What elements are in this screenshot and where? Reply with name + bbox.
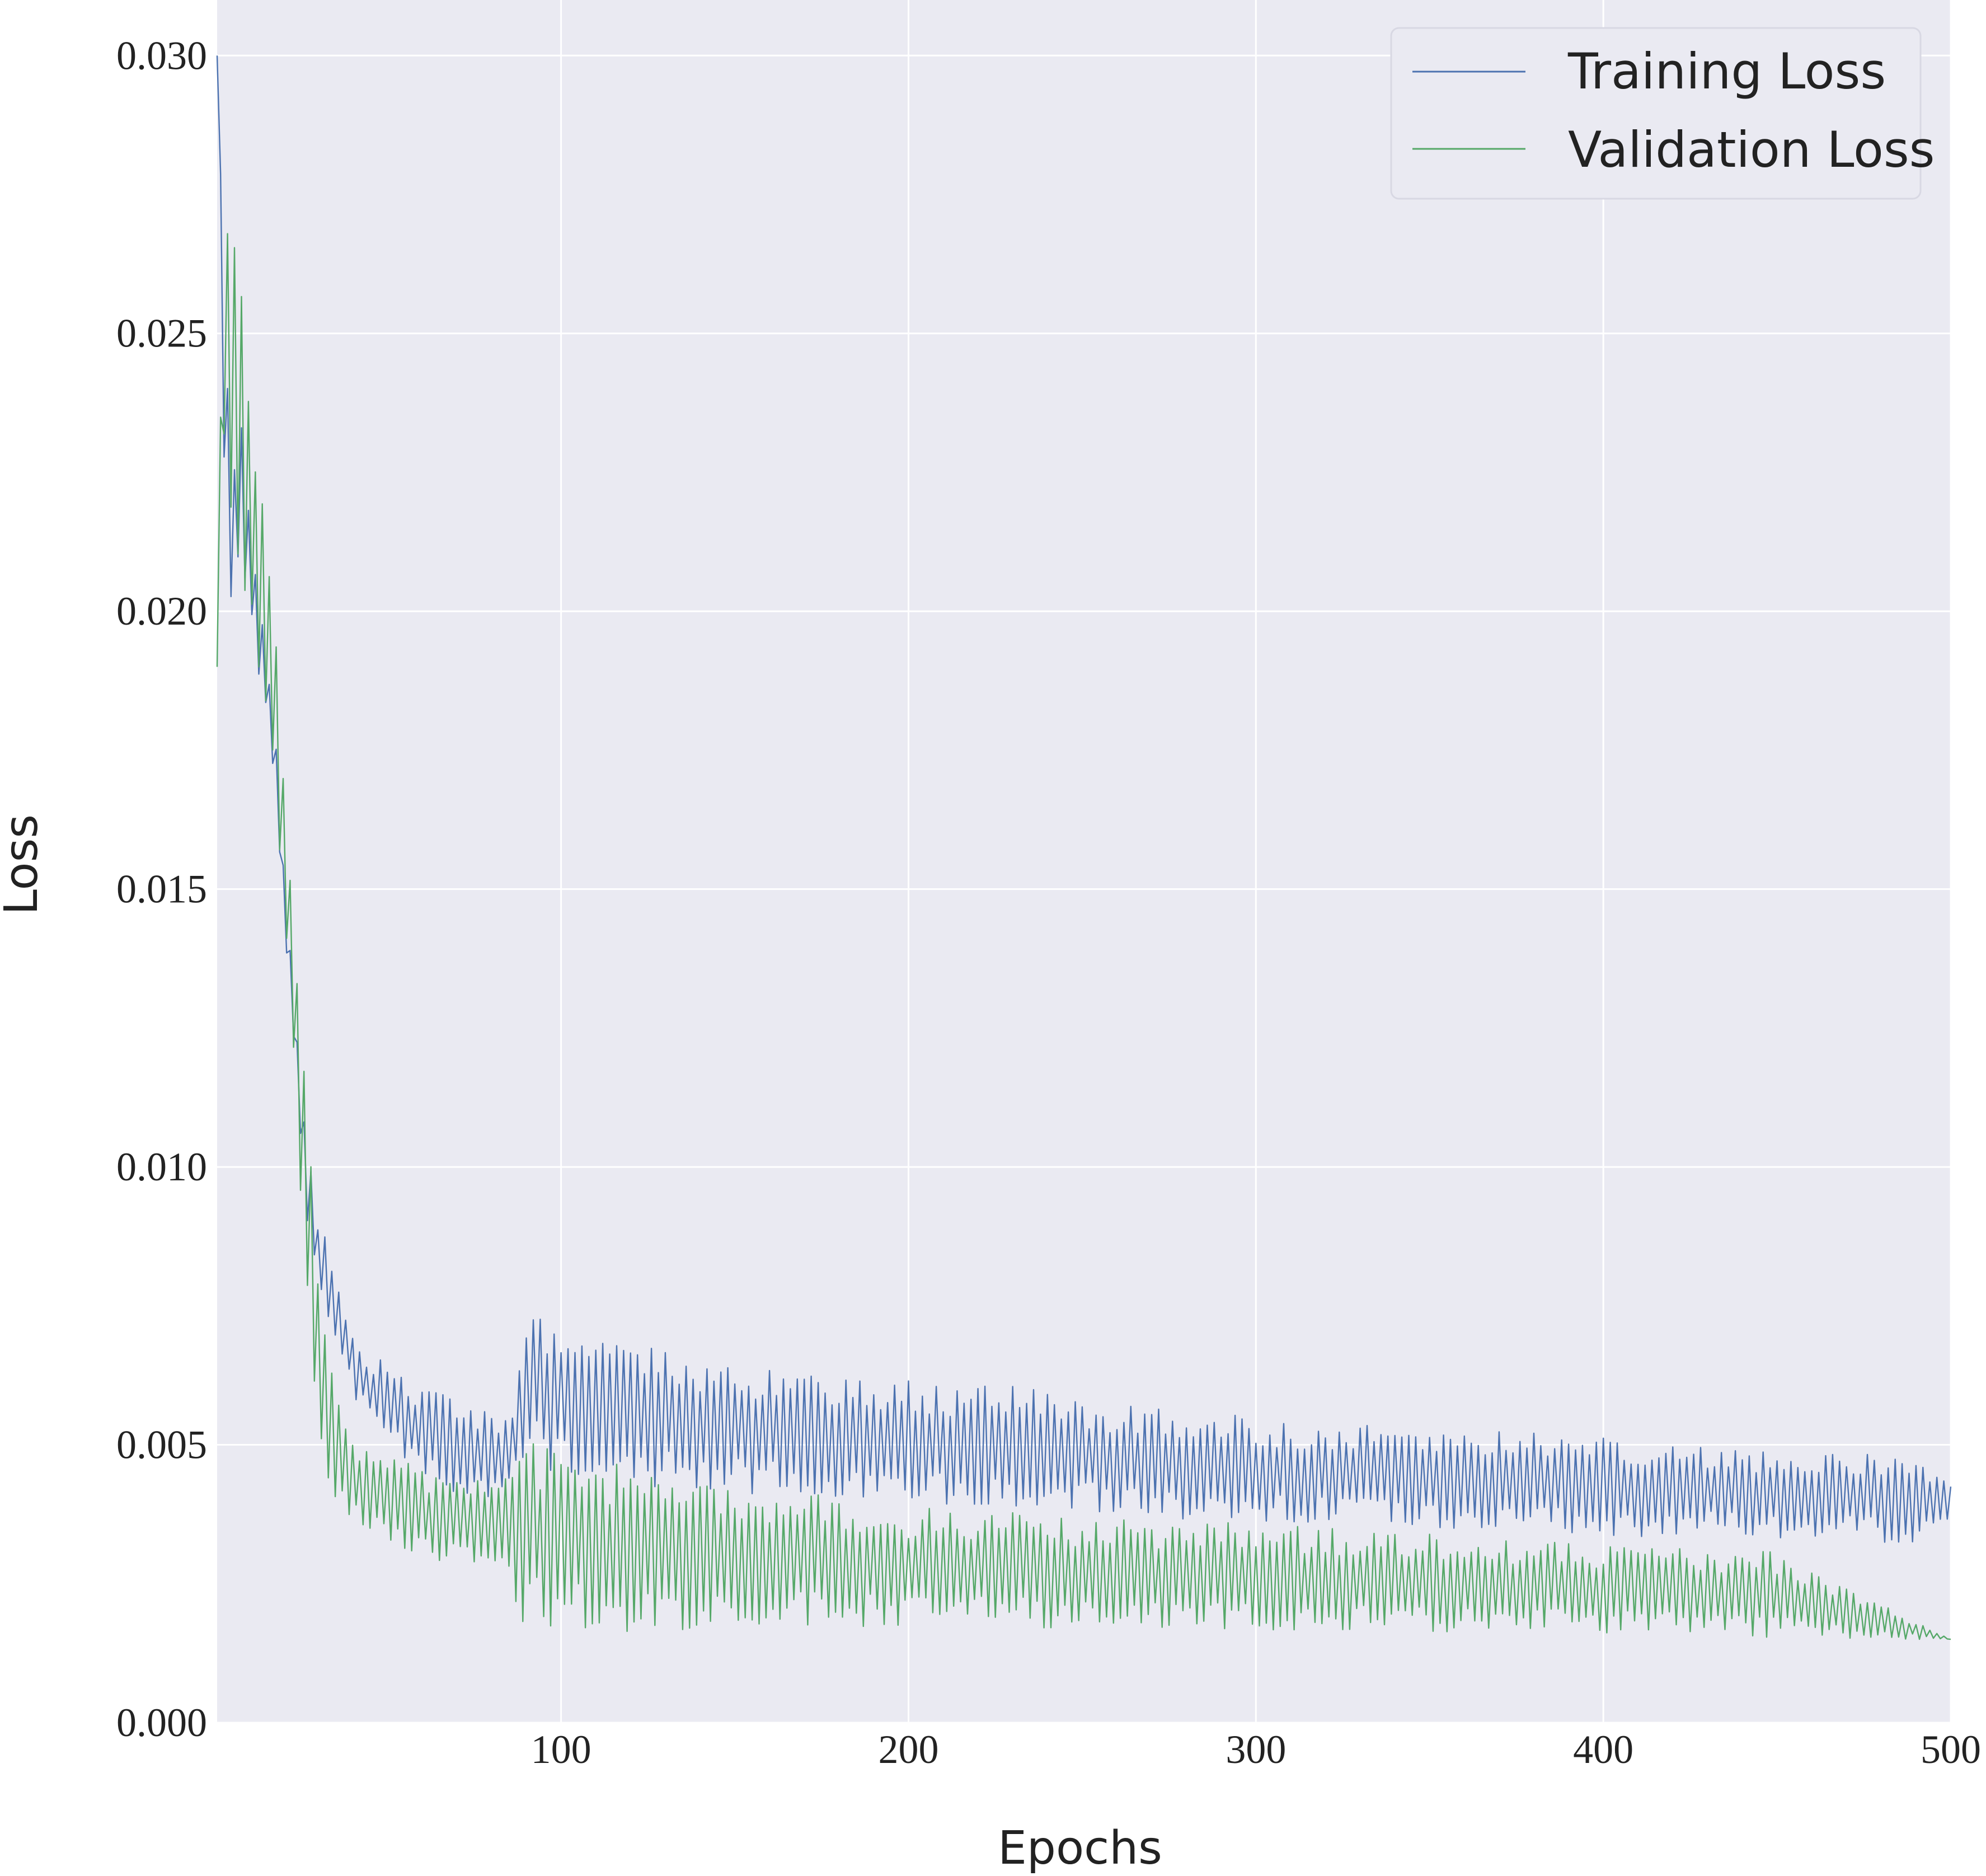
x-tick-label: 300: [1226, 1727, 1286, 1772]
series-lines: [216, 55, 1952, 1640]
series-line-training-loss: [216, 55, 1952, 1543]
series-line-validation-loss: [216, 233, 1951, 1640]
y-tick-label: 0.030: [116, 33, 207, 78]
y-tick-labels: 0.000 0.005 0.010 0.015 0.020 0.025 0.030: [116, 33, 207, 1745]
y-tick-label: 0.020: [116, 589, 207, 634]
grid-lines: [217, 0, 1952, 1724]
legend: Training Loss Validation Loss: [1390, 27, 1935, 200]
y-axis-title: Loss: [0, 814, 48, 915]
x-tick-label: 400: [1573, 1727, 1633, 1772]
y-tick-label: 0.015: [116, 867, 207, 912]
legend-box: [1390, 27, 1922, 200]
plot-area-background: [217, 0, 1951, 1723]
x-tick-label: 500: [1921, 1727, 1981, 1772]
x-tick-label: 200: [878, 1727, 938, 1772]
legend-label-training: Training Loss: [1567, 43, 1886, 100]
y-tick-label: 0.005: [116, 1423, 207, 1467]
y-tick-label: 0.000: [116, 1700, 207, 1745]
x-tick-label: 100: [531, 1727, 591, 1772]
x-tick-labels: 100 200 300 400 500: [531, 1727, 1981, 1772]
legend-label-validation: Validation Loss: [1568, 121, 1935, 179]
x-axis-title: Epochs: [998, 1822, 1162, 1875]
y-tick-label: 0.010: [116, 1145, 207, 1189]
y-tick-label: 0.025: [116, 311, 207, 356]
